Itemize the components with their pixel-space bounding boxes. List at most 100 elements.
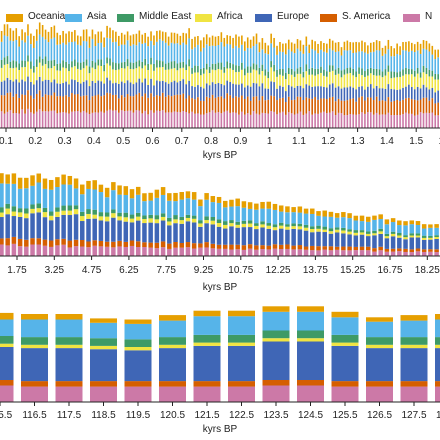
bar-segment-n-america bbox=[118, 112, 120, 128]
bar-segment-oceania bbox=[252, 36, 255, 47]
bar-segment-middle-east bbox=[170, 61, 173, 69]
bar-segment-middle-east bbox=[118, 63, 120, 70]
bar-segment-s-america bbox=[205, 96, 208, 114]
bar-segment-s-america bbox=[167, 95, 170, 113]
bar-segment-s-america bbox=[82, 95, 85, 111]
bar-segment-africa bbox=[18, 69, 20, 83]
bar-segment-africa bbox=[118, 69, 120, 84]
bar-segment-oceania bbox=[397, 220, 402, 226]
bar-segment-s-america bbox=[305, 97, 308, 114]
bar-segment-n-america bbox=[279, 112, 281, 128]
bar-segment-asia bbox=[369, 52, 372, 68]
bar-segment-s-america bbox=[260, 245, 265, 250]
bar-segment-s-america bbox=[44, 94, 47, 112]
bar-segment-s-america bbox=[56, 96, 59, 114]
bar-segment-asia bbox=[115, 41, 117, 64]
bar-segment-oceania bbox=[270, 33, 272, 44]
x-tick-label: 1.3 bbox=[351, 136, 365, 147]
bar-segment-oceania bbox=[390, 218, 396, 223]
bar-segment-n-america bbox=[372, 114, 375, 128]
bar-segment-asia bbox=[170, 42, 173, 62]
bar-segment-europe bbox=[185, 221, 191, 243]
bar-segment-s-america bbox=[144, 93, 146, 111]
bar-segment-n-america bbox=[393, 115, 396, 128]
bar-segment-n-america bbox=[153, 112, 155, 128]
bar-segment-s-america bbox=[80, 240, 85, 247]
bar-segment-europe bbox=[80, 221, 85, 241]
bar-segment-middle-east bbox=[141, 61, 144, 69]
bar-segment-middle-east bbox=[35, 59, 38, 67]
bar-segment-n-america bbox=[278, 249, 284, 256]
bar-segment-s-america bbox=[378, 246, 383, 251]
bar-segment-middle-east bbox=[17, 208, 23, 213]
bar-segment-oceania bbox=[399, 46, 401, 55]
bar-segment-n-america bbox=[191, 248, 197, 256]
bar-segment-oceania bbox=[36, 173, 42, 183]
bar-segment-middle-east bbox=[252, 63, 255, 70]
bar-segment-oceania bbox=[314, 41, 316, 51]
bar-segment-asia bbox=[210, 202, 216, 217]
bar-segment-europe bbox=[194, 86, 196, 100]
bar-segment-africa bbox=[369, 73, 372, 85]
bar-segment-asia bbox=[185, 198, 191, 215]
bar-segment-asia bbox=[42, 188, 48, 208]
bar-segment-middle-east bbox=[349, 67, 352, 73]
bar-segment-europe bbox=[167, 83, 170, 96]
bar-segment-africa bbox=[182, 67, 185, 80]
bar-segment-asia bbox=[0, 183, 4, 208]
bar-segment-s-america bbox=[428, 249, 433, 252]
bar-segment-s-america bbox=[103, 95, 105, 113]
bar-segment-asia bbox=[411, 50, 413, 70]
bar-segment-asia bbox=[74, 41, 76, 60]
bar-segment-middle-east bbox=[296, 68, 299, 74]
bar-segment-n-america bbox=[267, 113, 270, 128]
bar-segment-middle-east bbox=[353, 230, 359, 233]
bar-segment-n-america bbox=[27, 108, 29, 128]
bar-segment-africa bbox=[276, 76, 278, 89]
bar-segment-n-america bbox=[297, 385, 324, 402]
bar-segment-s-america bbox=[400, 381, 428, 387]
bar-segment-asia bbox=[366, 321, 393, 338]
bar-segment-europe bbox=[109, 80, 111, 94]
bar-segment-africa bbox=[272, 227, 278, 231]
bar-segment-europe bbox=[173, 223, 178, 242]
bar-segment-europe bbox=[76, 81, 79, 95]
bar-segment-n-america bbox=[285, 114, 287, 128]
bar-segment-oceania bbox=[238, 36, 240, 48]
bar-segment-africa bbox=[3, 64, 6, 81]
bar-segment-s-america bbox=[403, 248, 408, 252]
bar-segment-middle-east bbox=[437, 74, 439, 80]
bar-segment-africa bbox=[255, 70, 258, 84]
bar-segment-oceania bbox=[92, 180, 97, 190]
bar-segment-oceania bbox=[378, 41, 381, 51]
bar-segment-middle-east bbox=[266, 223, 272, 226]
bar-segment-asia bbox=[323, 51, 325, 70]
bar-segment-middle-east bbox=[413, 70, 416, 77]
bar-segment-oceania bbox=[364, 42, 366, 53]
bar-segment-middle-east bbox=[347, 229, 352, 232]
bar-segment-africa bbox=[44, 64, 47, 80]
bar-segment-africa bbox=[290, 74, 293, 87]
bar-segment-europe bbox=[331, 345, 359, 382]
bar-segment-asia bbox=[334, 51, 337, 70]
chart-panel-3: 115.5116.5117.5118.5119.5120.5121.5122.5… bbox=[0, 306, 440, 435]
bar-segment-n-america bbox=[378, 114, 381, 128]
bar-segment-europe bbox=[27, 76, 29, 91]
bar-segment-middle-east bbox=[399, 71, 401, 77]
bar-segment-asia bbox=[349, 50, 352, 68]
bar-segment-europe bbox=[415, 237, 421, 249]
bar-segment-middle-east bbox=[220, 62, 223, 70]
bar-segment-middle-east bbox=[109, 58, 111, 66]
bar-segment-oceania bbox=[415, 221, 421, 225]
bar-segment-europe bbox=[0, 347, 14, 380]
bar-segment-s-america bbox=[59, 96, 62, 113]
bar-segment-asia bbox=[161, 40, 164, 62]
bar-segment-africa bbox=[331, 342, 359, 346]
bar-segment-europe bbox=[159, 81, 161, 97]
bar-segment-oceania bbox=[129, 189, 135, 199]
bar-segment-asia bbox=[311, 49, 313, 68]
bar-segment-europe bbox=[303, 230, 309, 247]
bar-segment-middle-east bbox=[185, 64, 187, 71]
bar-segment-europe bbox=[161, 80, 164, 93]
bar-segment-africa bbox=[320, 72, 322, 87]
